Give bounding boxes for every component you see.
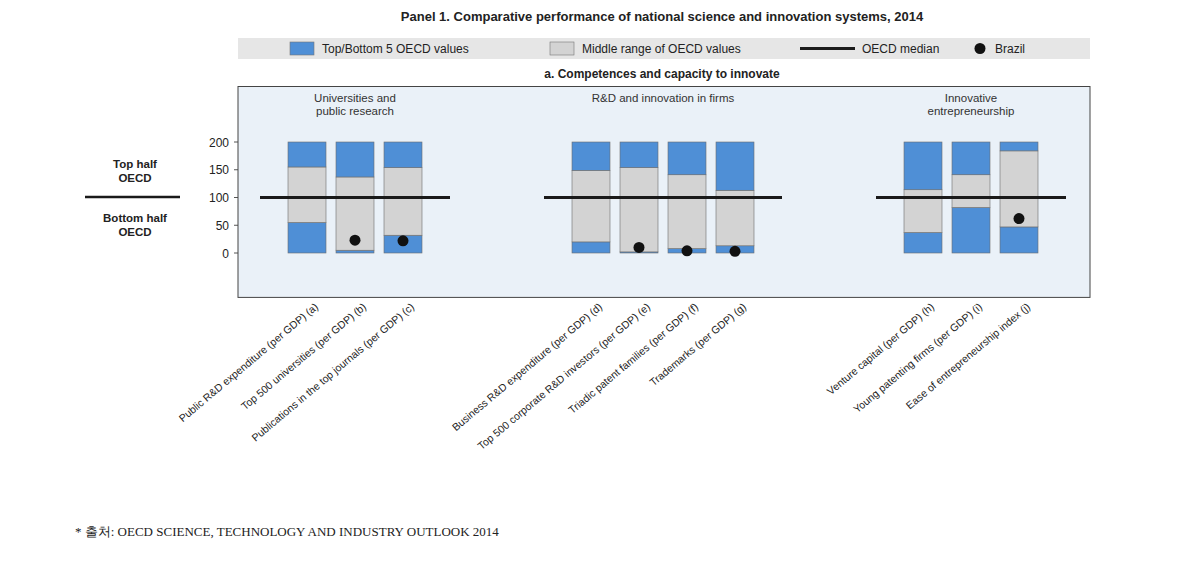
bar-segment (336, 142, 374, 177)
title: Panel 1. Comparative performance of nati… (401, 9, 924, 24)
legend-label: OECD median (862, 42, 939, 56)
bar-segment (572, 242, 610, 253)
brazil-point (1014, 213, 1025, 224)
bar-segment (384, 235, 422, 253)
bar-segment (904, 232, 942, 253)
y-tick-label: 0 (222, 247, 229, 261)
category-label: Publications in the top journals (per GD… (249, 300, 416, 443)
bar-segment (952, 142, 990, 175)
annotation: Bottom halfOECD (103, 212, 167, 238)
bar-segment (288, 222, 326, 253)
category-label: Trademarks (per GDP) (g) (647, 300, 748, 388)
bar-segment (288, 167, 326, 223)
y-tick-label: 50 (216, 219, 230, 233)
legend-symbol (800, 47, 855, 50)
bar-segment (904, 142, 942, 190)
median-line-extension (735, 196, 782, 199)
bar-segment (336, 177, 374, 250)
bar-segment (336, 250, 374, 253)
bar-segment (952, 175, 990, 208)
group-label: R&D and innovation in firms (592, 92, 735, 104)
median-line-extension (876, 196, 923, 199)
legend-label: Middle range of OECD values (582, 42, 741, 56)
median-line (923, 196, 1019, 199)
legend-label: Top/Bottom 5 OECD values (322, 42, 469, 56)
y-tick-label: 100 (209, 191, 229, 205)
legend-symbol (975, 43, 986, 54)
y-tick-label: 200 (209, 136, 229, 150)
median-line (591, 196, 735, 199)
bar-segment (572, 142, 610, 170)
group-label: Universities andpublic research (314, 92, 396, 117)
bar-segment (288, 142, 326, 167)
brazil-point (398, 235, 409, 246)
y-tick (234, 169, 238, 170)
bar-segment (716, 142, 754, 190)
median-line-extension (260, 196, 307, 199)
subtitle: a. Competences and capacity to innovate (544, 67, 780, 81)
legend-symbol (550, 42, 574, 55)
legend-symbol (290, 42, 314, 55)
half-divider (85, 196, 180, 199)
bar-segment (668, 142, 706, 175)
median-line-extension (544, 196, 591, 199)
y-tick (234, 253, 238, 254)
median-line-extension (403, 196, 450, 199)
chart: Panel 1. Comparative performance of nati… (0, 0, 1180, 566)
legend-background (238, 38, 1090, 59)
bar-segment (572, 170, 610, 242)
bar-segment (1000, 142, 1038, 151)
y-tick-label: 150 (209, 163, 229, 177)
group-label: Innovativeentrepreneurship (928, 92, 1015, 117)
brazil-point (634, 242, 645, 253)
legend-label: Brazil (995, 42, 1025, 56)
plot-frame (238, 87, 1090, 298)
bar-segment (1000, 227, 1038, 253)
bar-segment (668, 175, 706, 249)
bar-segment (620, 168, 658, 252)
category-label: Ease of entrepreneurship index (j) (903, 300, 1032, 411)
marks (260, 142, 1066, 257)
brazil-point (730, 246, 741, 257)
brazil-point (350, 235, 361, 246)
median-line-extension (1019, 196, 1066, 199)
y-tick (234, 225, 238, 226)
category-label: Top 500 corporate R&D investors (per GDP… (475, 300, 652, 451)
bar-segment (384, 168, 422, 236)
y-tick (234, 197, 238, 198)
plot-background (238, 87, 1090, 298)
annotation: Top halfOECD (113, 158, 157, 184)
bar-segment (384, 142, 422, 168)
bar-segment (1000, 151, 1038, 227)
y-tick (234, 142, 238, 143)
brazil-point (682, 245, 693, 256)
median-line (307, 196, 403, 199)
bar-segment (620, 142, 658, 168)
source: * 출처: OECD SCIENCE, TECHNOLOGY AND INDUS… (75, 524, 499, 539)
bar-segment (952, 207, 990, 253)
